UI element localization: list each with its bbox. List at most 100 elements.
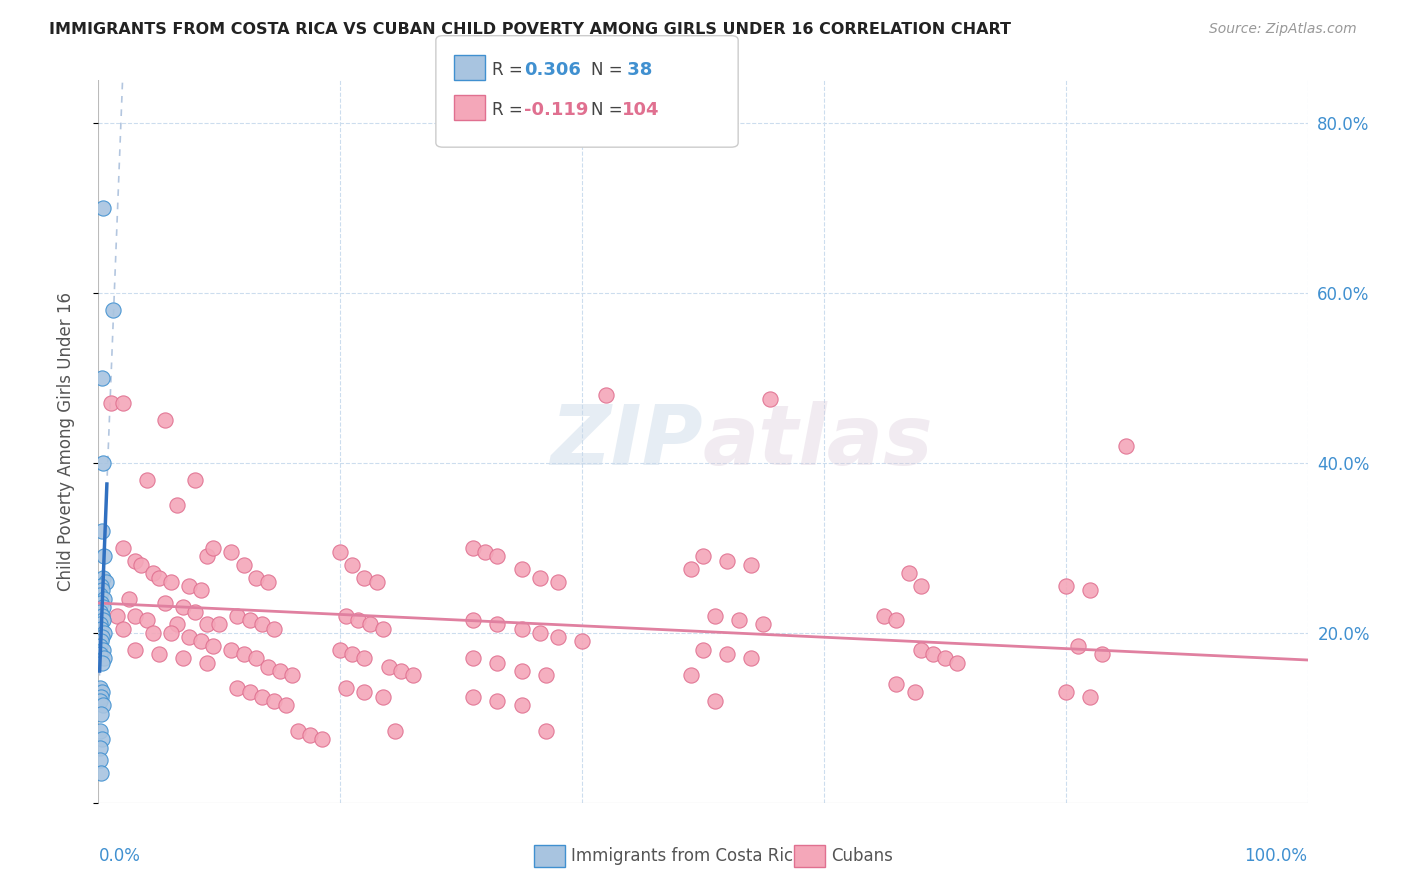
Point [91, 570, 114, 584]
Point [704, 608, 727, 623]
Text: 104: 104 [621, 101, 659, 119]
Text: Source: ZipAtlas.com: Source: ZipAtlas.com [1209, 22, 1357, 37]
Point [89, 617, 111, 632]
Point [463, 613, 485, 627]
Point [91, 583, 114, 598]
Point [195, 617, 218, 632]
Point [184, 473, 207, 487]
Point [921, 647, 943, 661]
Point [510, 562, 533, 576]
Point [89, 588, 111, 602]
Point [90, 766, 112, 780]
Point [239, 685, 262, 699]
Point [347, 613, 370, 627]
Point [100, 396, 122, 410]
Point [474, 545, 496, 559]
Point [886, 677, 908, 691]
Point [111, 622, 134, 636]
Point [389, 664, 412, 678]
Point [1067, 639, 1090, 653]
Text: ZIP: ZIP [550, 401, 703, 482]
Point [250, 617, 273, 632]
Text: IMMIGRANTS FROM COSTA RICA VS CUBAN CHILD POVERTY AMONG GIRLS UNDER 16 CORRELATI: IMMIGRANTS FROM COSTA RICA VS CUBAN CHIL… [49, 22, 1011, 37]
Point [90, 622, 112, 636]
Point [93, 651, 115, 665]
Point [179, 630, 201, 644]
Point [91, 371, 114, 385]
Text: 100.0%: 100.0% [1244, 847, 1308, 865]
Point [190, 583, 212, 598]
Point [486, 549, 509, 564]
Point [463, 651, 485, 665]
Point [91, 524, 114, 538]
Text: -0.119: -0.119 [524, 101, 589, 119]
Point [172, 600, 194, 615]
Point [232, 647, 254, 661]
Text: 38: 38 [621, 61, 652, 78]
Point [195, 656, 218, 670]
Point [1115, 439, 1137, 453]
Point [335, 608, 357, 623]
Point [311, 732, 333, 747]
Point [1078, 690, 1101, 704]
Point [377, 660, 399, 674]
Text: 0.0%: 0.0% [98, 847, 141, 865]
Point [1054, 685, 1077, 699]
Point [269, 664, 291, 678]
Text: Immigrants from Costa Rica: Immigrants from Costa Rica [571, 847, 803, 865]
Point [91, 685, 114, 699]
Point [91, 630, 114, 644]
Point [148, 570, 170, 584]
Point [91, 456, 114, 470]
Point [510, 622, 533, 636]
Point [148, 647, 170, 661]
Text: N =: N = [591, 101, 627, 119]
Point [179, 579, 201, 593]
Point [934, 651, 956, 665]
Point [90, 706, 112, 721]
Point [111, 541, 134, 555]
Point [287, 723, 309, 738]
Point [190, 634, 212, 648]
Point [101, 302, 124, 317]
Point [89, 681, 111, 695]
Point [534, 668, 557, 682]
Point [153, 596, 176, 610]
Point [91, 732, 114, 747]
Point [232, 558, 254, 572]
Point [910, 579, 932, 593]
Point [91, 698, 114, 712]
Point [195, 549, 218, 564]
Point [239, 613, 262, 627]
Point [89, 753, 111, 767]
Point [91, 201, 114, 215]
Point [758, 392, 780, 406]
Point [89, 694, 111, 708]
Point [402, 668, 425, 682]
Point [716, 553, 738, 567]
Point [692, 642, 714, 657]
Point [679, 562, 702, 576]
Point [166, 617, 188, 632]
Point [111, 396, 134, 410]
Point [360, 617, 382, 632]
Point [335, 681, 357, 695]
Point [226, 681, 249, 695]
Point [91, 600, 114, 615]
Point [342, 558, 364, 572]
Point [1054, 579, 1077, 593]
Point [202, 541, 225, 555]
Point [135, 613, 157, 627]
Text: 0.306: 0.306 [524, 61, 581, 78]
Point [90, 634, 112, 648]
Point [486, 656, 509, 670]
Point [245, 651, 267, 665]
Point [124, 553, 146, 567]
Point [752, 617, 775, 632]
Point [153, 413, 176, 427]
Point [329, 545, 352, 559]
Point [946, 656, 969, 670]
Point [547, 630, 569, 644]
Point [463, 690, 485, 704]
Point [245, 570, 267, 584]
